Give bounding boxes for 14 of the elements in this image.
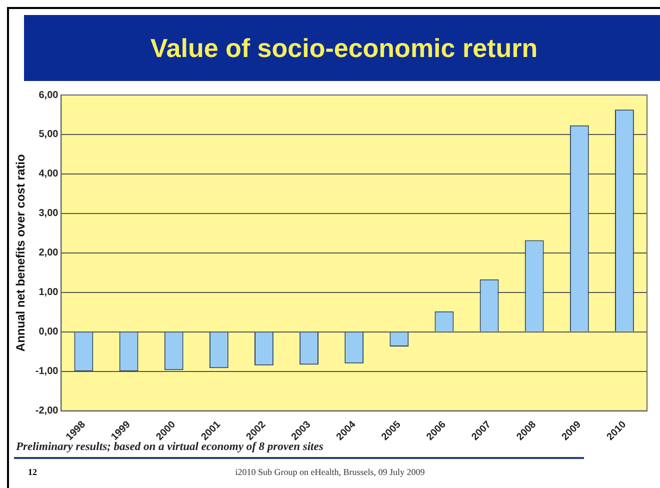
y-tick-label: 4,00 [38,168,59,180]
y-axis-title: Annual net benefits over cost ratio [14,154,28,352]
y-tick-label: 6,00 [38,90,59,101]
text: Preliminary results; based on a virtual economy of 8 proven sites [16,441,324,453]
y-tick-label: -1,00 [35,366,59,378]
y-tick-label: 5,00 [38,129,59,140]
chart-title: Value of socio-economic return [24,15,660,81]
y-tick-label: 1,00 [38,287,59,298]
text: 12 [28,467,37,477]
y-tick-label: -2,00 [35,406,59,417]
y-tick-label: 2,00 [38,248,59,259]
y-tick-label: 0,00 [38,326,59,338]
text: i2010 Sub Group on eHealth, Brussels, 09 July 2009 [235,467,425,477]
y-tick-label: 3,00 [38,208,59,220]
